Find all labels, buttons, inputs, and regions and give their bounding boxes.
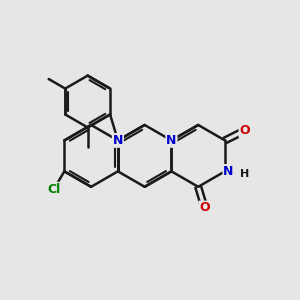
- Text: Cl: Cl: [47, 183, 61, 196]
- Text: O: O: [239, 124, 250, 137]
- Text: N: N: [166, 134, 177, 147]
- Text: O: O: [199, 202, 210, 214]
- Text: H: H: [240, 169, 249, 179]
- Text: N: N: [113, 134, 123, 147]
- Text: N: N: [223, 165, 234, 178]
